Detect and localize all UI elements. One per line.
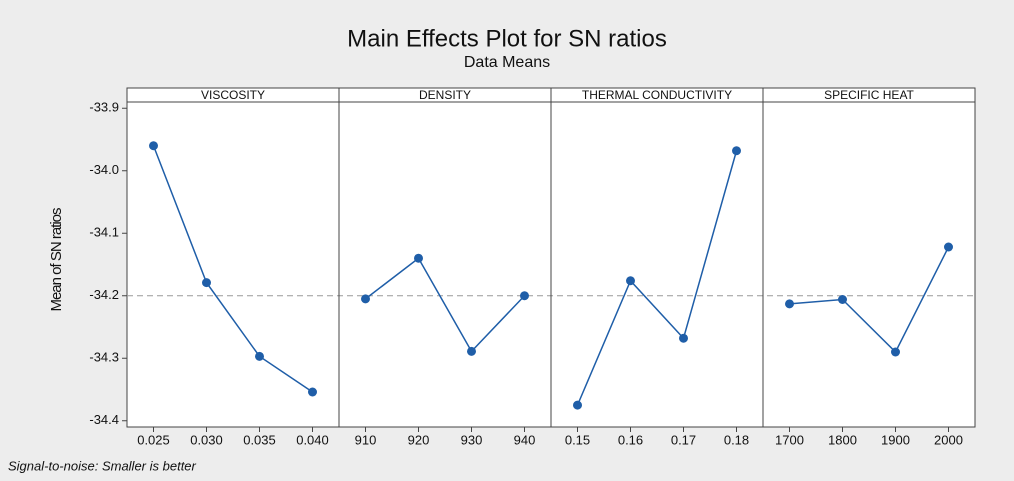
chart-subtitle: Data Means bbox=[464, 54, 550, 71]
panel-title: DENSITY bbox=[419, 88, 471, 102]
x-tick-label: 0.18 bbox=[724, 432, 749, 447]
x-tick-label: 0.17 bbox=[671, 432, 696, 447]
y-tick-label: -34.1 bbox=[89, 225, 119, 240]
x-tick-label: 1700 bbox=[775, 432, 804, 447]
y-tick-label: -34.4 bbox=[89, 412, 119, 427]
series-line bbox=[152, 145, 313, 393]
data-point bbox=[467, 346, 476, 356]
x-tick-label: 0.15 bbox=[565, 432, 590, 447]
y-tick-label: -34.2 bbox=[89, 287, 119, 302]
data-point bbox=[838, 295, 847, 304]
x-tick-label: 0.040 bbox=[296, 432, 329, 447]
series-line bbox=[576, 150, 738, 406]
data-point bbox=[944, 242, 953, 252]
x-tick-label: 2000 bbox=[934, 432, 963, 447]
y-axis-label: Mean of SN ratios bbox=[48, 208, 65, 312]
data-point bbox=[626, 276, 635, 286]
panel-title: VISCOSITY bbox=[201, 88, 265, 102]
x-tick-label: 0.16 bbox=[618, 432, 643, 447]
footnote: Signal-to-noise: Smaller is better bbox=[8, 458, 197, 473]
data-point bbox=[679, 333, 688, 343]
data-point bbox=[149, 141, 158, 151]
y-tick-label: -34.0 bbox=[89, 162, 119, 177]
x-tick-label: 0.030 bbox=[190, 432, 223, 447]
x-tick-label: 1900 bbox=[881, 432, 910, 447]
data-point bbox=[573, 400, 582, 410]
x-tick-label: 930 bbox=[461, 432, 483, 447]
x-tick-label: 910 bbox=[355, 432, 377, 447]
data-point bbox=[891, 347, 900, 357]
series-line bbox=[789, 246, 950, 354]
x-tick-label: 0.035 bbox=[243, 432, 276, 447]
x-tick-label: 940 bbox=[514, 432, 536, 447]
chart-title: Main Effects Plot for SN ratios bbox=[347, 25, 667, 52]
data-point bbox=[202, 278, 211, 288]
y-tick-label: -34.3 bbox=[89, 350, 119, 365]
x-tick-label: 1800 bbox=[828, 432, 857, 447]
data-point bbox=[308, 387, 317, 397]
panel-header bbox=[762, 87, 976, 103]
data-point bbox=[255, 351, 264, 361]
y-tick-label: -33.9 bbox=[89, 100, 119, 115]
data-point bbox=[414, 253, 423, 263]
panel-title: SPECIFIC HEAT bbox=[824, 88, 914, 102]
data-point bbox=[361, 294, 370, 304]
series-line bbox=[365, 257, 526, 353]
x-tick-label: 920 bbox=[408, 432, 430, 447]
data-point bbox=[785, 299, 794, 309]
data-point bbox=[732, 146, 741, 156]
data-point bbox=[520, 291, 529, 301]
x-tick-label: 0.025 bbox=[137, 432, 170, 447]
panel-title: THERMAL CONDUCTIVITY bbox=[582, 88, 732, 102]
